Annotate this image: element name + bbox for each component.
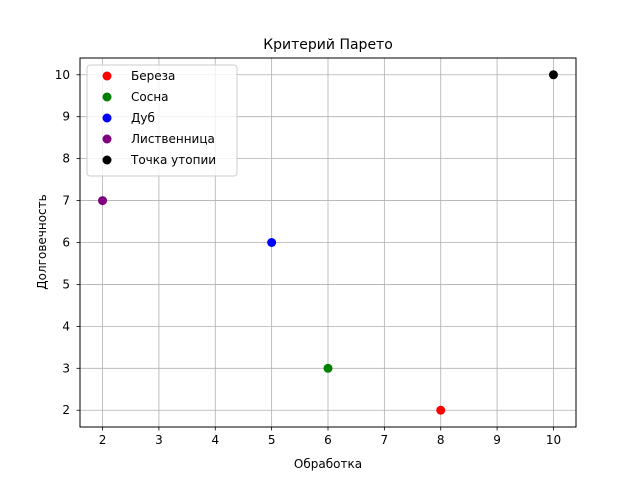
legend-marker: [102, 113, 112, 123]
x-tick-label: 9: [493, 433, 501, 447]
legend-box: [86, 64, 238, 177]
legend-label: Береза: [131, 69, 175, 83]
x-tick-label: 2: [99, 433, 107, 447]
legend-marker: [102, 71, 112, 81]
x-tick-label: 10: [546, 433, 561, 447]
x-tick-label: 6: [324, 433, 332, 447]
y-tick-label: 6: [62, 236, 70, 250]
x-tick-label: 5: [268, 433, 276, 447]
legend-label: Точка утопии: [130, 153, 216, 167]
legend: Береза Сосна Дуб Лиственница Точка утопии: [86, 64, 238, 177]
x-tick-label: 8: [437, 433, 445, 447]
axis-ticks: 2 3 4 5 6 7 8 9 10 2 3 4 5 6 7 8 9 10: [55, 68, 561, 447]
chart-title: Критерий Парето: [263, 37, 393, 53]
x-axis-label: Обработка: [294, 457, 362, 471]
x-tick-label: 3: [155, 433, 163, 447]
data-points: [98, 70, 558, 415]
legend-marker: [102, 134, 112, 144]
legend-label: Лиственница: [131, 132, 215, 146]
y-tick-label: 3: [62, 361, 70, 375]
x-tick-label: 4: [211, 433, 219, 447]
y-tick-label: 4: [62, 319, 70, 333]
legend-marker: [102, 92, 112, 102]
legend-marker: [102, 155, 112, 165]
y-tick-label: 2: [62, 403, 70, 417]
data-point-5: [548, 70, 558, 80]
y-tick-label: 8: [62, 152, 70, 166]
data-point-4: [98, 196, 108, 206]
legend-label: Дуб: [131, 111, 155, 125]
x-tick-label: 7: [381, 433, 389, 447]
data-point-3: [267, 238, 277, 247]
y-axis-label: Долговечность: [35, 194, 49, 289]
y-tick-label: 7: [62, 194, 70, 208]
y-tick-label: 9: [62, 110, 70, 124]
y-tick-label: 5: [62, 277, 70, 291]
legend-label: Сосна: [131, 90, 169, 104]
data-point-1: [436, 405, 446, 415]
data-point-2: [323, 363, 333, 373]
y-tick-label: 10: [55, 68, 70, 82]
grid: [80, 58, 576, 427]
